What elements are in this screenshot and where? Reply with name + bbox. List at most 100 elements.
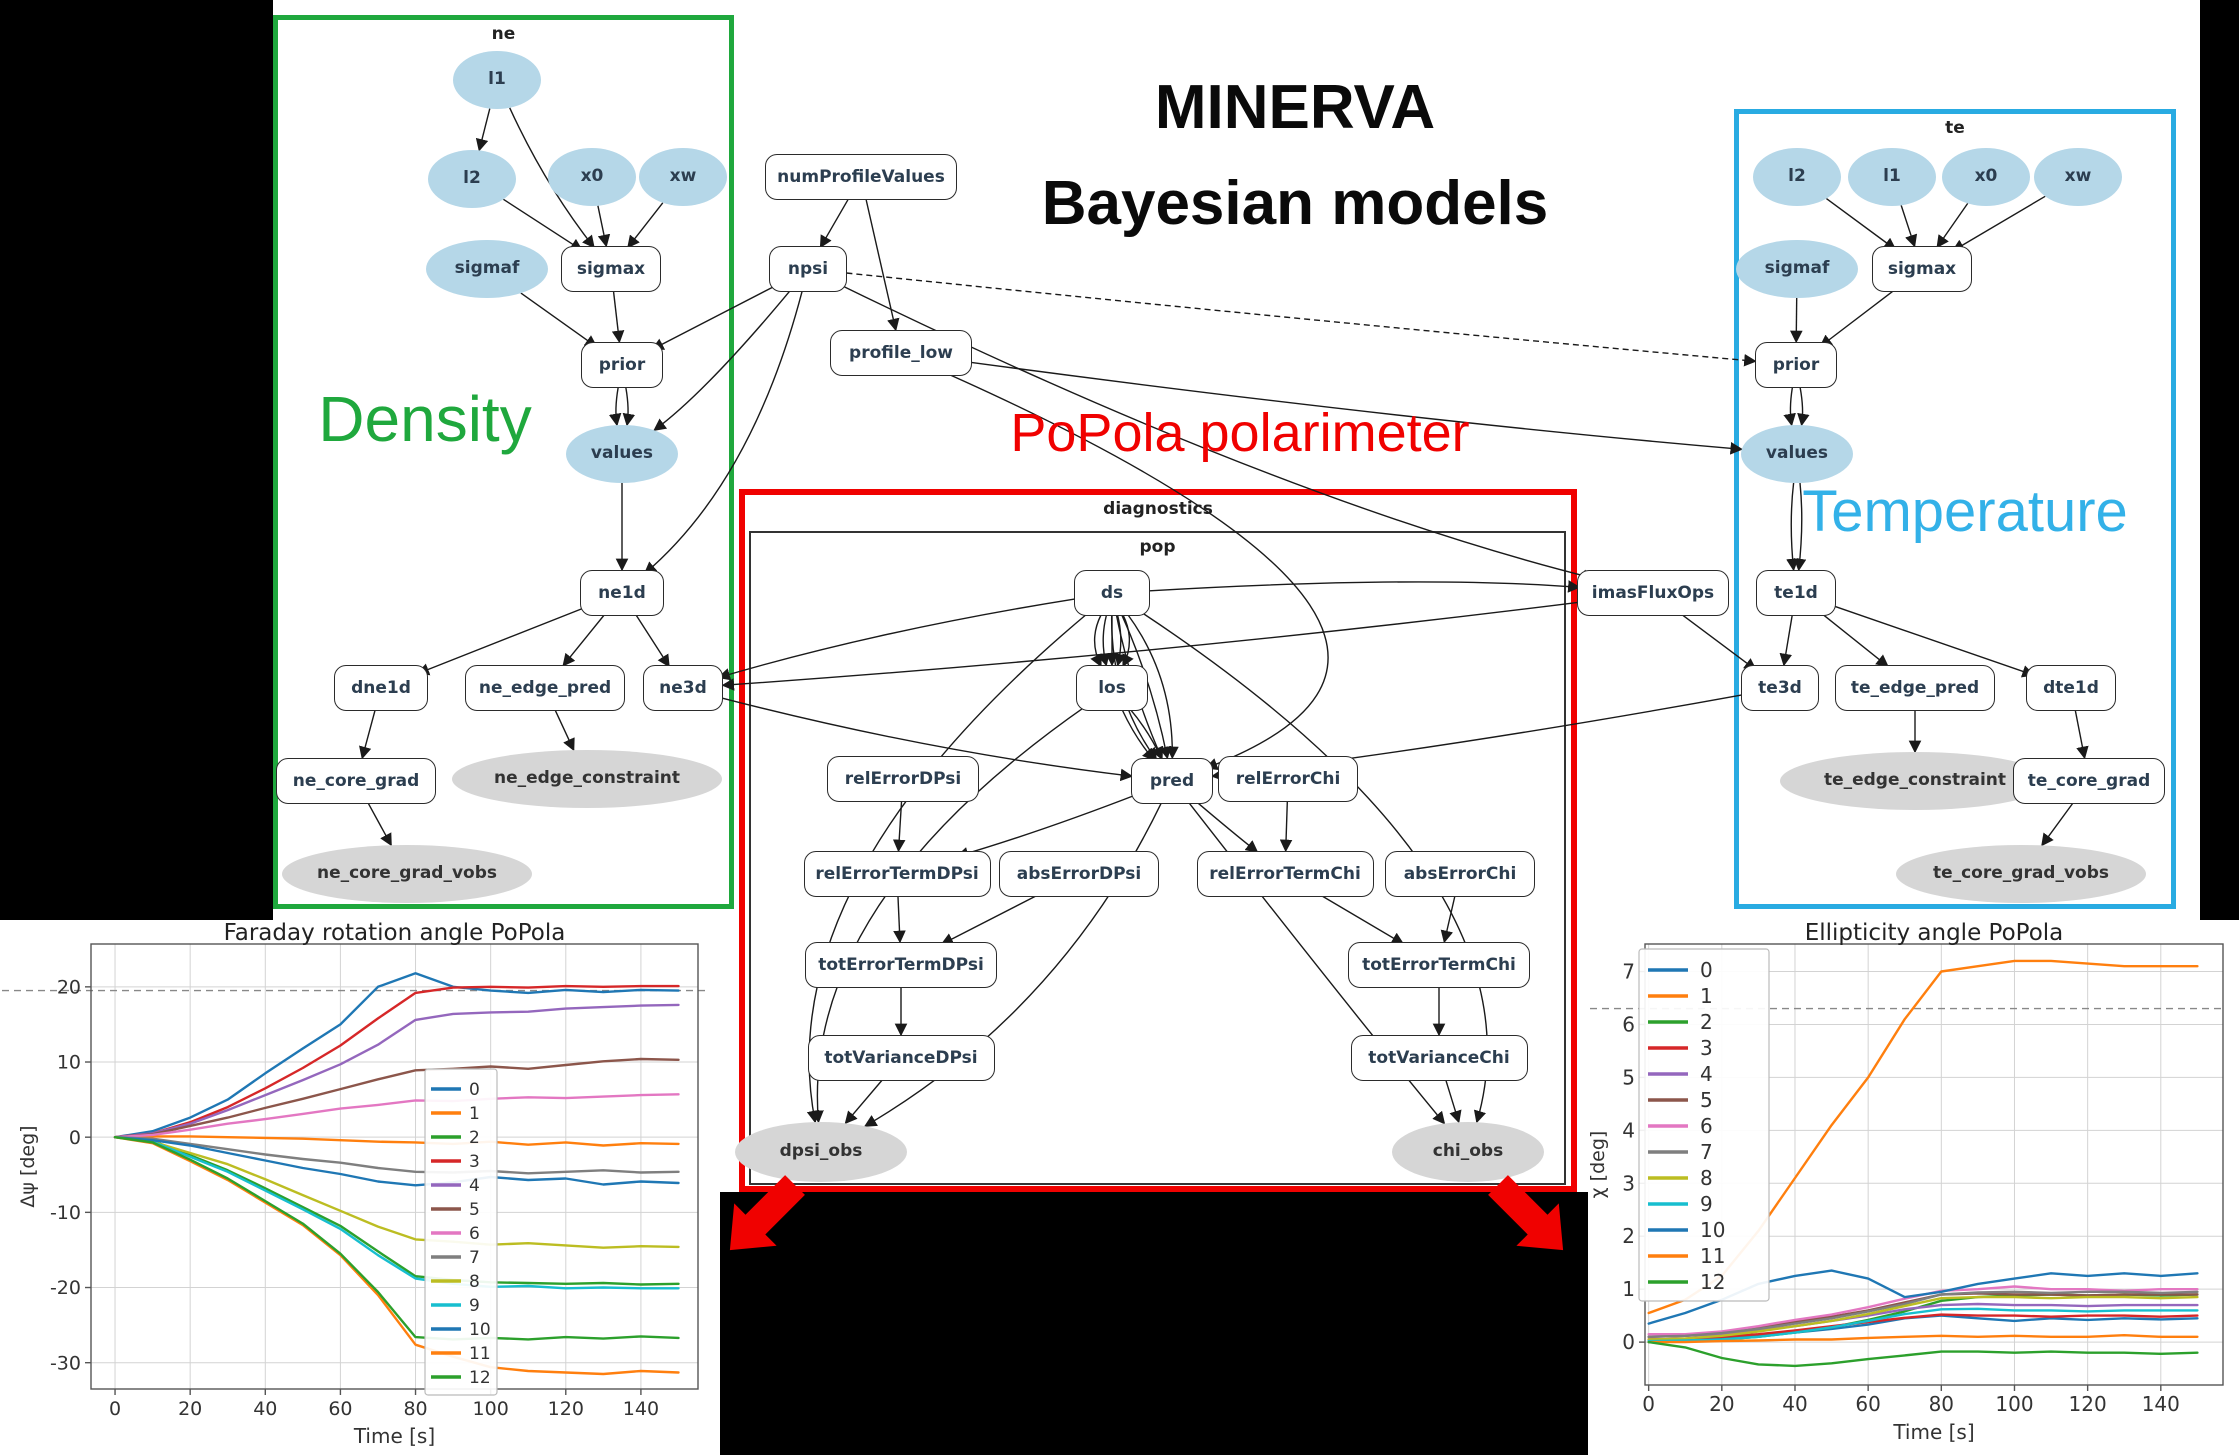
svg-text:5: 5 xyxy=(1700,1088,1713,1112)
svg-text:2: 2 xyxy=(469,1128,480,1148)
graph-node-te_xw: xw xyxy=(2034,148,2122,206)
svg-text:1: 1 xyxy=(1700,984,1713,1008)
graph-node-ne_prior: prior xyxy=(581,342,663,388)
graph-node-numProfileValues: numProfileValues xyxy=(765,154,957,200)
cluster-te: te xyxy=(1734,109,2176,909)
graph-node-totVarianceChi: totVarianceChi xyxy=(1350,1035,1528,1081)
svg-text:χ [deg]: χ [deg] xyxy=(1588,1131,1609,1199)
graph-node-ne_xw: xw xyxy=(639,148,727,206)
graph-node-chi_obs: chi_obs xyxy=(1392,1122,1544,1182)
svg-text:100: 100 xyxy=(1995,1392,2033,1416)
graph-node-ds: ds xyxy=(1074,570,1150,616)
graph-node-relErrorDPsi: relErrorDPsi xyxy=(827,756,979,802)
svg-text:20: 20 xyxy=(1709,1392,1734,1416)
graph-node-ne_sigmax: sigmax xyxy=(561,246,661,292)
cluster-label-ne: ne xyxy=(491,24,516,44)
graph-node-ne_sigmaf: sigmaf xyxy=(426,240,548,298)
svg-text:120: 120 xyxy=(2069,1392,2107,1416)
graph-node-te_values: values xyxy=(1741,425,1853,483)
svg-text:5: 5 xyxy=(469,1200,480,1220)
svg-text:2: 2 xyxy=(1700,1010,1713,1034)
graph-node-dpsi_obs: dpsi_obs xyxy=(735,1122,907,1182)
svg-text:0: 0 xyxy=(469,1080,480,1100)
svg-text:2: 2 xyxy=(1622,1224,1635,1248)
svg-text:Δψ [deg]: Δψ [deg] xyxy=(17,1125,39,1207)
svg-text:80: 80 xyxy=(1929,1392,1954,1416)
svg-text:3: 3 xyxy=(469,1152,480,1172)
density-label: Density xyxy=(318,383,532,455)
svg-text:5: 5 xyxy=(1622,1065,1635,1089)
graph-node-ne_ne1d: ne1d xyxy=(580,570,664,616)
svg-text:0: 0 xyxy=(1642,1392,1655,1416)
main-title-line1: MINERVA xyxy=(1154,73,1436,142)
graph-node-te_core_grad: te_core_grad xyxy=(2013,758,2165,804)
svg-text:60: 60 xyxy=(1855,1392,1880,1416)
svg-text:40: 40 xyxy=(1782,1392,1807,1416)
graph-node-ne_dne1d: dne1d xyxy=(334,665,428,711)
svg-text:4: 4 xyxy=(1700,1062,1713,1086)
ellipticity-chart: 0 20 40 60 80 100 120 140 0 1 2 3 4 5 6 7 Ellipticity an… xyxy=(1587,920,2239,1455)
svg-text:-20: -20 xyxy=(50,1277,81,1299)
svg-text:12: 12 xyxy=(1700,1270,1725,1294)
temperature-label: Temperature xyxy=(1802,479,2128,544)
svg-text:12: 12 xyxy=(469,1368,491,1388)
graph-node-te_te1d: te1d xyxy=(1756,570,1836,616)
faraday-chart: 0 20 40 60 80 100 120 140 -30 -20 -10 0 10 20 Faraday … xyxy=(0,920,720,1455)
main-title-line2: Bayesian models xyxy=(1041,169,1549,238)
cluster-label-diagnostics: diagnostics xyxy=(1103,499,1213,519)
graph-node-totErrorTermDPsi: totErrorTermDPsi xyxy=(805,942,997,988)
svg-text:120: 120 xyxy=(548,1398,584,1420)
svg-text:20: 20 xyxy=(178,1398,202,1420)
graph-node-te_prior: prior xyxy=(1755,342,1837,388)
svg-text:7: 7 xyxy=(1700,1140,1713,1164)
svg-text:-30: -30 xyxy=(50,1352,81,1374)
graph-node-ne_edge_pred: ne_edge_pred xyxy=(465,665,625,711)
svg-text:10: 10 xyxy=(57,1052,81,1074)
svg-text:10: 10 xyxy=(1700,1218,1725,1242)
graph-node-profile_low: profile_low xyxy=(830,330,972,376)
svg-text:3: 3 xyxy=(1622,1171,1635,1195)
graph-node-ne_x0: x0 xyxy=(548,148,636,206)
svg-text:20: 20 xyxy=(57,976,81,998)
graph-node-absErrorDPsi: absErrorDPsi xyxy=(999,851,1159,897)
graph-node-ne_core_grad_vobs: ne_core_grad_vobs xyxy=(282,845,532,903)
graph-node-npsi: npsi xyxy=(769,246,847,292)
graph-node-te_te3d: te3d xyxy=(1741,665,1819,711)
graph-node-te_l2: l2 xyxy=(1753,148,1841,206)
svg-text:0: 0 xyxy=(1700,958,1713,982)
svg-text:9: 9 xyxy=(469,1296,480,1316)
svg-text:8: 8 xyxy=(469,1272,480,1292)
svg-text:Time [s]: Time [s] xyxy=(1892,1420,1974,1444)
graph-node-te_core_grad_vobs: te_core_grad_vobs xyxy=(1896,845,2146,903)
graph-node-totVarianceDPsi: totVarianceDPsi xyxy=(807,1035,995,1081)
svg-text:3: 3 xyxy=(1700,1036,1713,1060)
svg-text:9: 9 xyxy=(1700,1192,1713,1216)
graph-node-relErrorTermDPsi: relErrorTermDPsi xyxy=(803,851,991,897)
svg-text:7: 7 xyxy=(1622,960,1635,984)
graph-node-imasFluxOps: imasFluxOps xyxy=(1577,570,1729,616)
svg-text:0: 0 xyxy=(1622,1330,1635,1354)
svg-text:4: 4 xyxy=(469,1176,480,1196)
svg-text:1: 1 xyxy=(469,1104,480,1124)
svg-text:10: 10 xyxy=(469,1320,491,1340)
graph-node-pred: pred xyxy=(1131,758,1213,804)
cluster-label-pop: pop xyxy=(1139,537,1176,557)
graph-node-los: los xyxy=(1076,665,1148,711)
svg-text:Ellipticity angle PoPola: Ellipticity angle PoPola xyxy=(1805,920,2064,946)
graph-node-te_x0: x0 xyxy=(1942,148,2030,206)
graph-node-relErrorTermChi: relErrorTermChi xyxy=(1196,851,1374,897)
graph-node-te_sigmax: sigmax xyxy=(1872,246,1972,292)
svg-text:8: 8 xyxy=(1700,1166,1713,1190)
svg-text:6: 6 xyxy=(1700,1114,1713,1138)
svg-text:140: 140 xyxy=(623,1398,659,1420)
svg-text:80: 80 xyxy=(403,1398,427,1420)
graph-node-totErrorTermChi: totErrorTermChi xyxy=(1348,942,1530,988)
svg-text:11: 11 xyxy=(1700,1244,1725,1268)
svg-text:Faraday rotation angle PoPola: Faraday rotation angle PoPola xyxy=(224,920,566,946)
graph-node-te_l1: l1 xyxy=(1848,148,1936,206)
svg-text:11: 11 xyxy=(469,1344,491,1364)
graph-node-te_sigmaf: sigmaf xyxy=(1736,240,1858,298)
graph-node-te_edge_constraint: te_edge_constraint xyxy=(1780,752,2050,810)
graph-node-ne_core_grad: ne_core_grad xyxy=(276,758,436,804)
